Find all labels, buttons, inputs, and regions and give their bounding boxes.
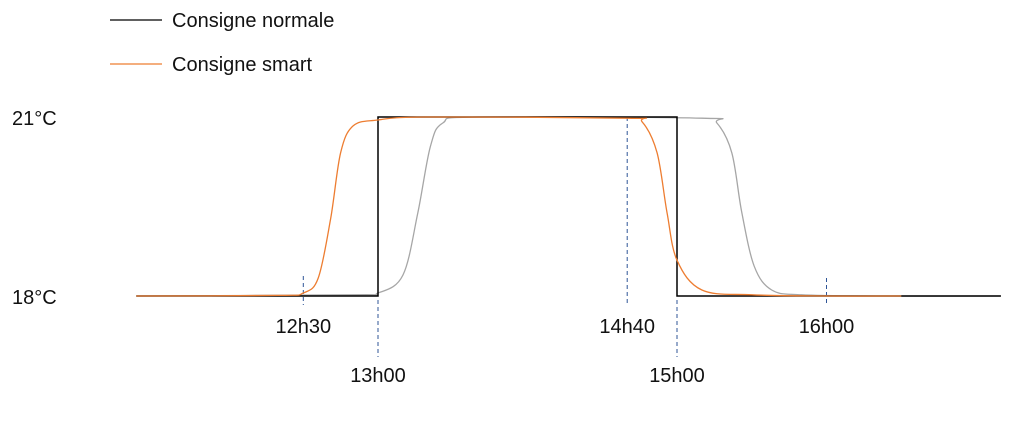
- x-tick-guides: [302, 117, 827, 357]
- series-line-consigne-smart: [136, 116, 902, 297]
- legend-label-consigne-normale: Consigne normale: [172, 10, 334, 32]
- y-tick-label-18: 18°C: [12, 287, 57, 309]
- series-layer: [136, 116, 1001, 297]
- series-line-grey: [136, 116, 1001, 297]
- y-axis: 18°C 21°C: [12, 108, 57, 309]
- x-tick-label-12h30: 12h30: [275, 316, 331, 338]
- series-line-consigne-normale: [136, 116, 1001, 297]
- x-tick-label-14h40: 14h40: [599, 316, 655, 338]
- y-tick-label-21: 21°C: [12, 108, 57, 130]
- legend-label-consigne-smart: Consigne smart: [172, 54, 313, 76]
- x-axis: 12h30 13h00 14h40 15h00 16h00: [275, 316, 854, 387]
- x-tick-label-16h00: 16h00: [799, 316, 855, 338]
- x-tick-label-13h00: 13h00: [350, 365, 406, 387]
- x-tick-label-15h00: 15h00: [649, 365, 705, 387]
- legend: Consigne normale Consigne smart: [110, 10, 334, 76]
